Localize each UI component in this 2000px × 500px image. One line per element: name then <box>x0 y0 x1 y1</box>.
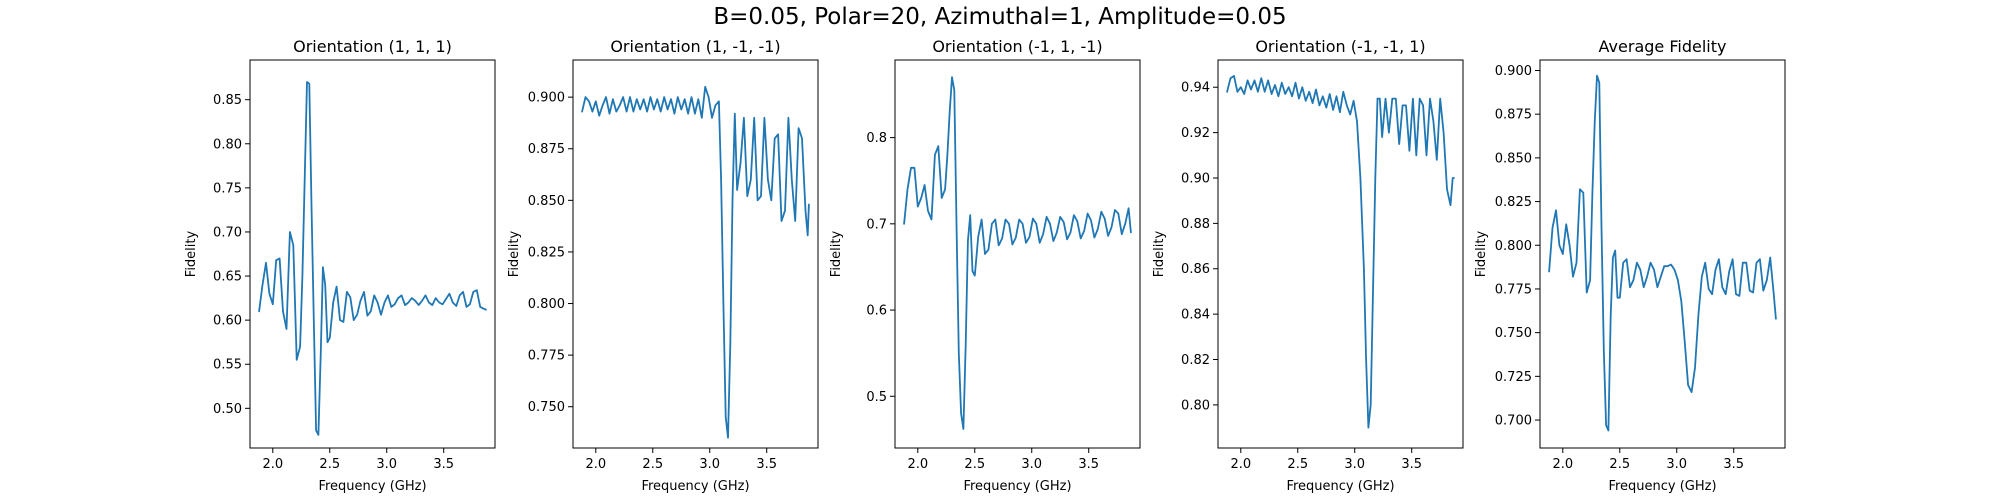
figure-suptitle: B=0.05, Polar=20, Azimuthal=1, Amplitude… <box>713 4 1287 30</box>
y-tick-label: 0.850 <box>528 194 565 209</box>
x-axis-label: Frequency (GHz) <box>963 479 1071 494</box>
x-axis-label: Frequency (GHz) <box>641 479 749 494</box>
x-tick-label: 2.5 <box>319 457 340 472</box>
x-tick-label: 3.5 <box>1723 457 1744 472</box>
x-tick-label: 2.0 <box>585 457 606 472</box>
subplot-title: Average Fidelity <box>1599 37 1727 56</box>
y-axis-label: Fidelity <box>1474 230 1489 277</box>
y-tick-label: 0.750 <box>528 400 565 415</box>
x-tick-label: 3.0 <box>376 457 397 472</box>
subplot-title: Orientation (1, -1, -1) <box>610 37 780 56</box>
y-tick-label: 0.700 <box>1495 414 1532 429</box>
y-tick-label: 0.800 <box>1495 239 1532 254</box>
subplot-5: Average Fidelity 2.0 2.5 3.0 3.5 0.700 0.725 0.… <box>1474 37 1786 494</box>
subplot-3: Orientation (-1, 1, -1) 2.0 2.5 3.0 3.5 0.5 0.… <box>829 37 1141 494</box>
x-tick-label: 3.0 <box>1021 457 1042 472</box>
x-tick-label: 2.0 <box>1552 457 1573 472</box>
y-tick-label: 0.50 <box>213 402 242 417</box>
y-tick-label: 0.82 <box>1181 353 1210 368</box>
y-tick-label: 0.6 <box>866 304 887 319</box>
y-tick-label: 0.92 <box>1181 126 1210 141</box>
x-tick-label: 2.5 <box>1609 457 1630 472</box>
y-axis-label: Fidelity <box>1152 230 1167 277</box>
x-tick-label: 2.5 <box>964 457 985 472</box>
x-tick-label: 3.5 <box>433 457 454 472</box>
y-tick-label: 0.775 <box>528 349 565 364</box>
x-tick-label: 2.0 <box>907 457 928 472</box>
y-tick-label: 0.85 <box>213 93 242 108</box>
y-tick-label: 0.875 <box>1495 108 1532 123</box>
y-tick-label: 0.900 <box>528 91 565 106</box>
x-tick-label: 2.5 <box>1287 457 1308 472</box>
x-axis-label: Frequency (GHz) <box>318 479 426 494</box>
subplot-4: Orientation (-1, -1, 1) 2.0 2.5 3.0 3.5 0.80 0… <box>1152 37 1464 494</box>
x-tick-label: 3.5 <box>1078 457 1099 472</box>
y-tick-label: 0.900 <box>1495 64 1532 79</box>
x-tick-label: 3.5 <box>1401 457 1422 472</box>
y-tick-label: 0.725 <box>1495 370 1532 385</box>
y-tick-label: 0.80 <box>213 137 242 152</box>
y-axis-label: Fidelity <box>184 230 199 277</box>
x-tick-label: 3.0 <box>1344 457 1365 472</box>
y-tick-label: 0.5 <box>866 390 887 405</box>
y-axis-label: Fidelity <box>829 230 844 277</box>
y-tick-label: 0.875 <box>528 142 565 157</box>
series-line <box>581 85 810 439</box>
y-tick-label: 0.86 <box>1181 262 1210 277</box>
y-tick-label: 0.94 <box>1181 81 1210 96</box>
y-tick-label: 0.90 <box>1181 171 1210 186</box>
subplot-title: Orientation (-1, -1, 1) <box>1255 37 1425 56</box>
subplot-1: Orientation (1, 1, 1) 2.0 2.5 3.0 3.5 0.50 0.5… <box>184 37 496 494</box>
axes-frame <box>894 59 1141 449</box>
y-tick-label: 0.75 <box>213 181 242 196</box>
y-tick-label: 0.8 <box>866 131 887 146</box>
y-tick-label: 0.80 <box>1181 398 1210 413</box>
y-tick-label: 0.70 <box>213 225 242 240</box>
series-line <box>1548 74 1777 432</box>
y-tick-label: 0.65 <box>213 270 242 285</box>
y-tick-label: 0.800 <box>528 297 565 312</box>
axes-frame <box>1539 59 1786 449</box>
x-tick-label: 3.0 <box>699 457 720 472</box>
series-line <box>903 76 1132 430</box>
x-axis-label: Frequency (GHz) <box>1608 479 1716 494</box>
y-tick-label: 0.750 <box>1495 326 1532 341</box>
subplot-2: Orientation (1, -1, -1) 2.0 2.5 3.0 3.5 0.750… <box>507 37 819 494</box>
subplot-title: Orientation (-1, 1, -1) <box>932 37 1102 56</box>
axes-frame <box>249 59 496 449</box>
y-axis-label: Fidelity <box>507 230 522 277</box>
x-axis-label: Frequency (GHz) <box>1286 479 1394 494</box>
x-tick-label: 2.0 <box>262 457 283 472</box>
y-tick-label: 0.775 <box>1495 282 1532 297</box>
axes-frame <box>1217 59 1464 449</box>
x-tick-label: 3.5 <box>756 457 777 472</box>
y-tick-label: 0.88 <box>1181 217 1210 232</box>
subplot-title: Orientation (1, 1, 1) <box>293 37 452 56</box>
y-tick-label: 0.850 <box>1495 151 1532 166</box>
series-line <box>1226 75 1455 429</box>
x-tick-label: 3.0 <box>1666 457 1687 472</box>
y-tick-label: 0.7 <box>866 217 887 232</box>
y-tick-label: 0.825 <box>528 245 565 260</box>
y-tick-label: 0.55 <box>213 358 242 373</box>
series-line <box>258 81 487 436</box>
y-tick-label: 0.825 <box>1495 195 1532 210</box>
axes-frame <box>572 59 819 449</box>
x-tick-label: 2.5 <box>642 457 663 472</box>
y-tick-label: 0.84 <box>1181 308 1210 323</box>
y-tick-label: 0.60 <box>213 314 242 329</box>
x-tick-label: 2.0 <box>1230 457 1251 472</box>
